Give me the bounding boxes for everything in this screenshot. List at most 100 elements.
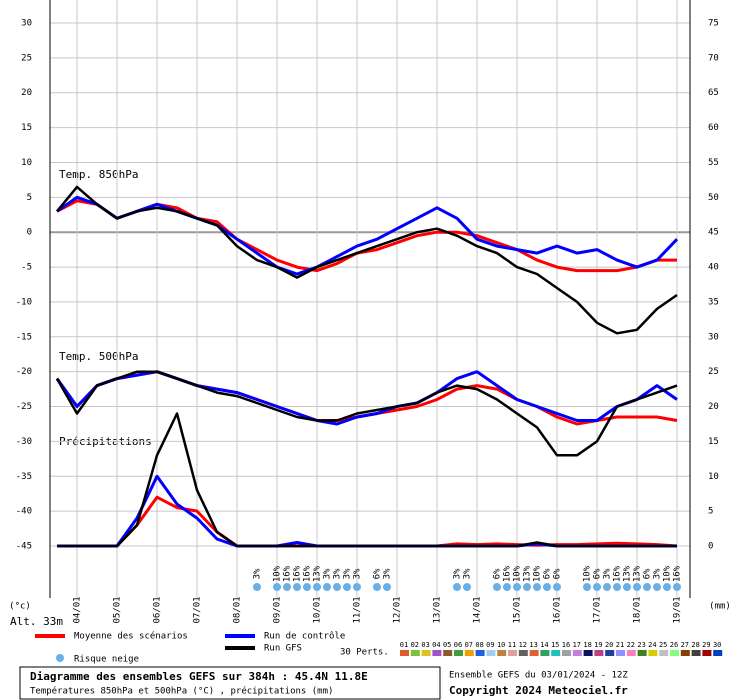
- snow-flake: [673, 583, 681, 591]
- y-tick-label: -25: [16, 402, 32, 412]
- pert-swatch: [464, 650, 474, 656]
- snow-risk-label: 13%: [623, 565, 633, 582]
- pert-label: 08: [475, 641, 483, 649]
- footer-subtitle: Températures 850hPa et 500hPa (°C) , pré…: [30, 686, 333, 697]
- x-tick-label: 10/01: [313, 596, 323, 623]
- snow-risk-label: 16%: [613, 565, 623, 582]
- y-tick-label: 5: [27, 193, 32, 203]
- y-tick-label: -10: [16, 297, 32, 307]
- x-tick-label: 04/01: [73, 596, 83, 623]
- legend-label: Run GFS: [264, 644, 302, 654]
- x-tick-label: 14/01: [473, 596, 483, 623]
- pert-label: 30: [713, 641, 721, 649]
- pert-label: 13: [529, 641, 537, 649]
- y-tick-label: -40: [16, 507, 32, 517]
- legend-label: Moyenne des scénarios: [74, 631, 188, 642]
- pert-swatch: [410, 650, 420, 656]
- snow-flake: [603, 583, 611, 591]
- y2-tick-label: 10: [708, 472, 719, 482]
- pert-swatch: [540, 650, 550, 656]
- pert-label: 01: [400, 641, 408, 649]
- y2-tick-label: 25: [708, 367, 719, 377]
- snow-risk-label: 10%: [513, 565, 523, 582]
- snow-risk-label: 3%: [653, 568, 663, 579]
- pert-label: 28: [691, 641, 699, 649]
- snow-risk-label: 13%: [633, 565, 643, 582]
- footer-run: Ensemble GEFS du 03/01/2024 - 12Z: [449, 671, 628, 681]
- x-tick-label: 12/01: [393, 596, 403, 623]
- pert-label: 24: [648, 641, 656, 649]
- snow-risk-label: 3%: [463, 568, 473, 579]
- pert-label: 11: [508, 641, 516, 649]
- pert-swatch: [659, 650, 669, 656]
- snow-risk-label: 6%: [543, 568, 553, 579]
- y-axis-label: (°c): [9, 602, 31, 612]
- series-line: [56, 195, 679, 276]
- y-tick-label: -20: [16, 367, 32, 377]
- y2-tick-label: 75: [708, 19, 719, 29]
- y2-tick-label: 60: [708, 123, 719, 133]
- y2-tick-label: 40: [708, 263, 719, 273]
- snow-flake: [303, 583, 311, 591]
- y-tick-label: -15: [16, 332, 32, 342]
- pert-swatch: [508, 650, 517, 656]
- snow-risk-label: 3%: [343, 568, 353, 579]
- snow-flake: [633, 583, 641, 591]
- series-line: [56, 185, 678, 335]
- legend-label: Run de contrôle: [264, 631, 345, 642]
- series-line: [55, 370, 678, 426]
- snow-flake: [653, 583, 661, 591]
- snow-flake: [293, 583, 301, 591]
- pert-swatch: [702, 650, 712, 656]
- y-tick-label: 0: [27, 228, 32, 238]
- pert-label: 21: [616, 641, 624, 649]
- snow-risk-label: 10%: [273, 565, 283, 582]
- snow-flake: [613, 583, 621, 591]
- x-tick-label: 19/01: [673, 596, 683, 623]
- snow-flake: [663, 583, 671, 591]
- snow-risk-label: 16%: [303, 565, 313, 582]
- x-tick-label: 08/01: [233, 596, 243, 623]
- pert-swatch: [572, 650, 582, 656]
- snow-flake: [333, 583, 341, 591]
- pert-label: 27: [681, 641, 689, 649]
- pert-swatch: [626, 650, 636, 656]
- y-tick-label: 10: [21, 158, 32, 168]
- x-tick-label: 18/01: [633, 596, 643, 623]
- pert-label: 25: [659, 641, 667, 649]
- y2-tick-label: 30: [708, 332, 719, 342]
- pert-label: 16: [562, 641, 570, 649]
- y-tick-label: 30: [21, 19, 32, 29]
- snow-flake: [623, 583, 631, 591]
- snow-risk-label: 13%: [523, 565, 533, 582]
- snow-flake: [463, 583, 471, 591]
- x-tick-label: 17/01: [593, 596, 603, 623]
- y-tick-label: 25: [21, 53, 32, 63]
- pert-swatch: [670, 650, 679, 656]
- pert-label: 05: [443, 641, 451, 649]
- snow-flake: [353, 583, 361, 591]
- pert-swatch: [691, 650, 701, 656]
- pert-label: 22: [627, 641, 635, 649]
- y2-tick-label: 50: [708, 193, 719, 203]
- pert-swatch: [497, 650, 507, 656]
- snow-flake: [253, 583, 261, 591]
- pert-swatch: [637, 650, 647, 656]
- pert-swatch: [594, 650, 604, 656]
- snow-risk-label: 16%: [283, 565, 293, 582]
- snow-risk-label: 3%: [453, 568, 463, 579]
- pert-label: 09: [486, 641, 494, 649]
- snow-risk-label: 6%: [373, 568, 383, 579]
- x-tick-label: 05/01: [113, 596, 123, 623]
- pert-swatch: [486, 650, 496, 656]
- snow-risk-label: 16%: [293, 565, 303, 582]
- pert-label: 26: [670, 641, 678, 649]
- x-tick-label: 06/01: [153, 596, 163, 623]
- pert-swatch: [583, 650, 593, 656]
- snow-flake: [513, 583, 521, 591]
- snow-flake: [383, 583, 391, 591]
- y2-tick-label: 15: [708, 437, 719, 447]
- y-tick-label: -35: [16, 472, 32, 482]
- y-tick-label: -30: [16, 437, 32, 447]
- snow-risk-label: 10%: [663, 565, 673, 582]
